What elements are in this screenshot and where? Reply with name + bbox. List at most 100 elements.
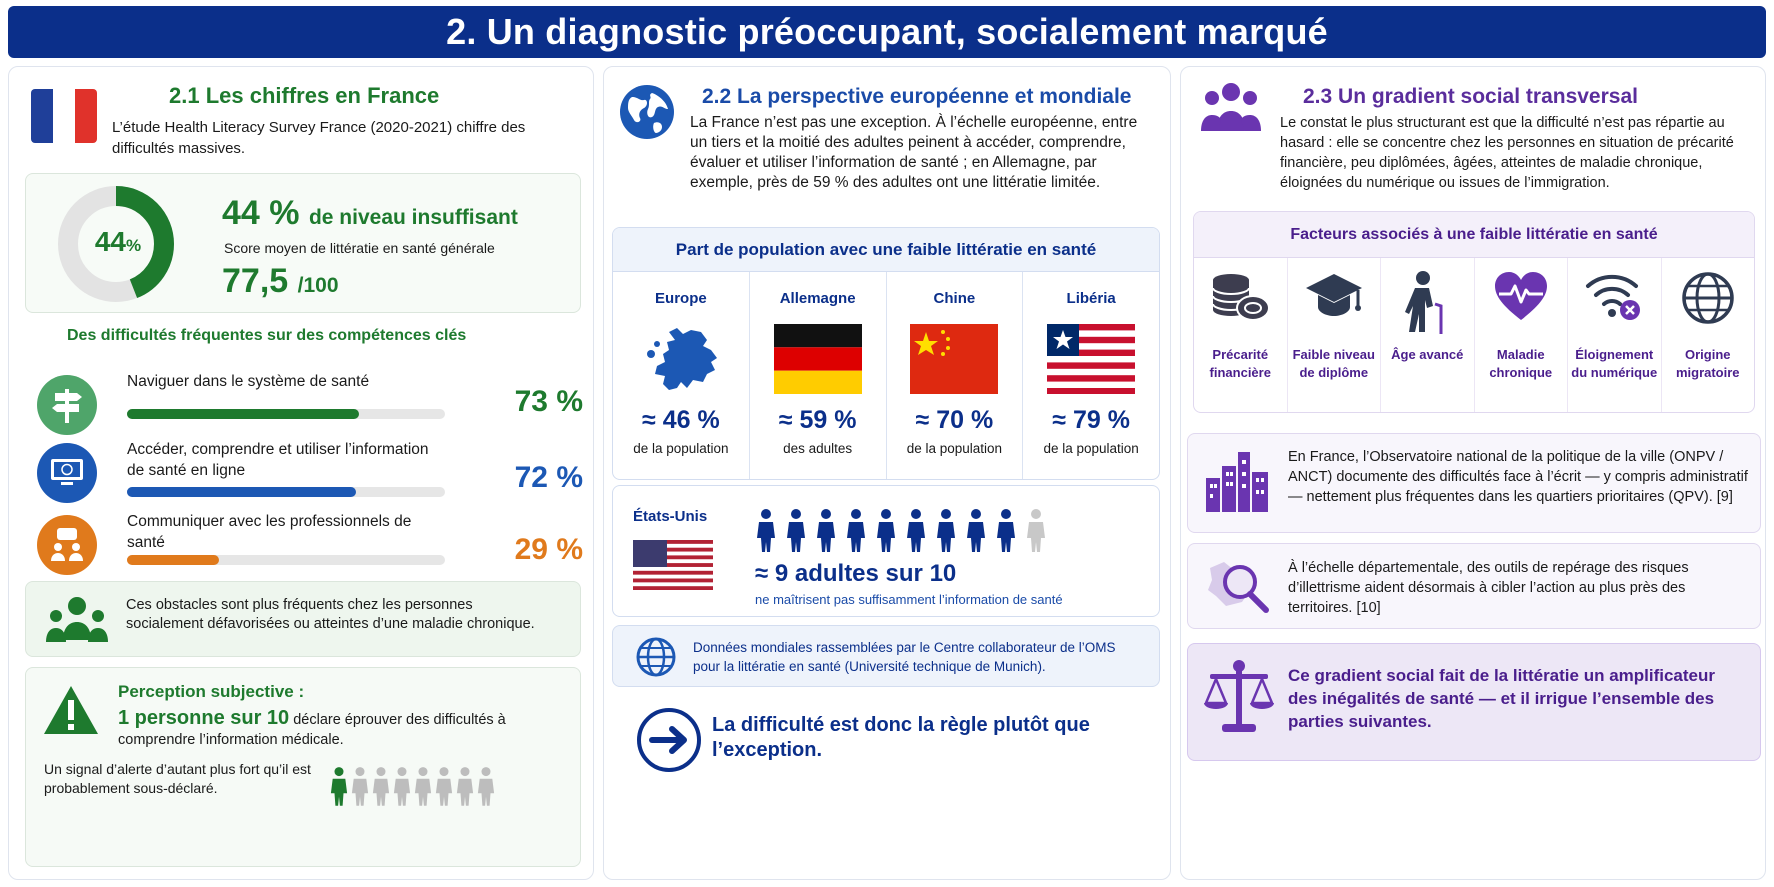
region-value: ≈ 79 % [1052, 406, 1130, 434]
person-icon [435, 767, 453, 806]
skill-percent: 72 % [514, 461, 583, 494]
skills-title: Des difficultés fréquentes sur des compé… [67, 327, 467, 344]
skill-item: Communiquer avec les professionnels de s… [31, 511, 587, 581]
score-caption: Score moyen de littératie en santé génér… [224, 240, 495, 256]
arrow-right-icon [637, 708, 701, 772]
region-name: Libéria [1066, 290, 1116, 307]
europe-intro: La France n’est pas une exception. À l’é… [690, 114, 1138, 191]
social-intro: Le constat le plus structurant est que l… [1280, 115, 1734, 191]
factor-item: Éloignement du numérique [1568, 258, 1662, 412]
factor-label: Origine migratoire [1675, 347, 1740, 380]
score-value: 77,5 /100 [222, 262, 339, 300]
perception-card: Perception subjective : 1 personne sur 1… [25, 667, 581, 867]
social-section: 2.3 Un gradient social transversal Le co… [1180, 66, 1766, 880]
region-sub: de la population [1043, 441, 1139, 456]
onpv-text: En France, l’Observatoire national de la… [1288, 449, 1748, 505]
us-card: États-Unis ≈ 9 adultes sur 10 ne maîtris… [612, 485, 1160, 617]
obstacles-text: Ces obstacles sont plus fréquents chez l… [126, 597, 535, 632]
territory-card: À l’échelle départementale, des outils d… [1187, 543, 1761, 629]
person-icon [787, 509, 805, 552]
factors-title: Facteurs associés à une faible littérati… [1194, 212, 1754, 258]
person-icon [351, 767, 369, 806]
wifi-off-icon [1568, 270, 1661, 322]
oms-text: Données mondiales rassemblées par le Cen… [693, 640, 1116, 674]
page-header: 2. Un diagnostic préoccupant, socialemen… [8, 6, 1766, 58]
person-icon [1027, 509, 1045, 552]
globe-icon [636, 637, 676, 677]
factor-label: Précarité financière [1209, 347, 1271, 380]
region-liberia: Libéria ≈ 79 % de la population [1023, 272, 1159, 479]
factor-item: Faible niveau de diplôme [1288, 258, 1381, 412]
person-icon [477, 767, 495, 806]
coins-icon [1194, 270, 1287, 326]
final-text: Ce gradient social fait de la littératie… [1288, 666, 1716, 731]
person-icon [393, 767, 411, 806]
europe-section: 2.2 La perspective européenne et mondial… [603, 66, 1171, 880]
skill-bar [127, 409, 445, 419]
skill-percent: 29 % [514, 533, 583, 566]
region-value: ≈ 46 % [642, 406, 720, 434]
donut-chart [58, 186, 174, 302]
globe-icon [1662, 270, 1755, 326]
person-icon [907, 509, 925, 552]
skill-bar [127, 555, 445, 565]
final-card: Ce gradient social fait de la littératie… [1187, 643, 1761, 761]
factor-item: Maladie chronique [1475, 258, 1568, 412]
elderly-person-icon [1381, 270, 1474, 334]
region-value: ≈ 59 % [778, 406, 857, 434]
warning-icon [44, 686, 98, 734]
graduation-cap-icon [1288, 270, 1381, 322]
map-search-icon [1208, 562, 1269, 613]
group-people-icon [1201, 83, 1261, 131]
europe-map-icon [613, 324, 749, 400]
region-name: Chine [933, 290, 976, 307]
globe-icon [620, 85, 674, 139]
person-icon [330, 767, 348, 806]
computer-icon [37, 443, 97, 503]
skill-bar [127, 487, 445, 497]
skill-percent: 73 % [514, 385, 583, 418]
perception-statement: 1 personne sur 10 déclare éprouver des d… [118, 707, 506, 748]
factor-item: Précarité financière [1194, 258, 1288, 412]
france-flag-icon [31, 89, 97, 143]
factor-item: Origine migratoire [1662, 258, 1755, 412]
factor-label: Éloignement du numérique [1571, 347, 1658, 380]
conversation-icon [37, 515, 97, 575]
population-share-card: Part de population avec une faible litté… [612, 227, 1160, 480]
france-section: 2.1 Les chiffres en France L’étude Healt… [8, 66, 594, 880]
score-card: 44% 44 % de niveau insuffisant Score moy… [25, 173, 581, 313]
us-subtext: ne maîtrisent pas suffisamment l’informa… [755, 592, 1063, 607]
onpv-card: En France, l’Observatoire national de la… [1187, 433, 1761, 533]
person-icon [967, 509, 985, 552]
donut-label: 44% [94, 226, 142, 257]
france-intro: L’étude Health Literacy Survey France (2… [112, 119, 526, 157]
skill-label: Accéder, comprendre et utiliser l’inform… [127, 441, 429, 479]
group-people-icon [46, 597, 108, 642]
region-name: Allemagne [779, 290, 856, 307]
person-icon [937, 509, 955, 552]
factor-label: Maladie chronique [1489, 347, 1553, 380]
us-name: États-Unis [633, 508, 708, 525]
region-germany: Allemagne ≈ 59 % des adultes [750, 272, 887, 479]
social-title: 2.3 Un gradient social transversal [1303, 85, 1638, 108]
territory-text: À l’échelle départementale, des outils d… [1288, 560, 1689, 616]
perception-alert: Un signal d’alerte d’autant plus fort qu… [44, 761, 311, 796]
person-icon [817, 509, 835, 552]
region-europe: Europe ≈ 46 % de la population [613, 272, 750, 479]
germany-flag [750, 324, 886, 394]
factor-label: Faible niveau de diplôme [1292, 347, 1375, 380]
person-icon [847, 509, 865, 552]
insufficient-level: 44 % de niveau insuffisant [222, 194, 518, 232]
europe-title: 2.2 La perspective européenne et mondial… [702, 85, 1132, 108]
factor-item: Âge avancé [1381, 258, 1475, 412]
skill-item: Accéder, comprendre et utiliser l’inform… [31, 439, 587, 509]
person-icon [757, 509, 775, 552]
perception-title: Perception subjective : [118, 682, 305, 701]
city-buildings-icon [1206, 452, 1268, 512]
heart-pulse-icon [1475, 270, 1568, 322]
people-pictogram [755, 508, 1047, 552]
person-icon [372, 767, 390, 806]
factor-label: Âge avancé [1391, 347, 1464, 362]
person-icon [414, 767, 432, 806]
region-name: Europe [655, 290, 707, 307]
